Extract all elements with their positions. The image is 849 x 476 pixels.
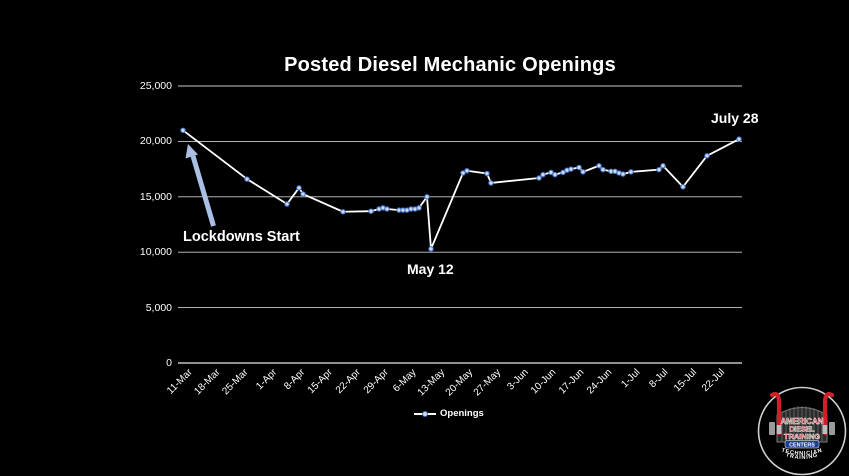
logo-text-training: TRAINING [784,432,820,441]
data-point-marker [180,127,186,134]
y-axis-tick-label: 5,000 [145,301,172,314]
data-point-marker [620,171,626,177]
data-point-marker [484,170,490,177]
annotation-may-12: May 12 [407,261,454,277]
right-headlight-icon [829,422,835,435]
data-point-marker [560,169,566,176]
chart-legend: Openings [414,408,484,419]
lockdowns-arrow-shaft [190,155,216,227]
data-point-marker [576,164,582,171]
data-point-marker [660,163,666,169]
data-point-marker [568,166,574,172]
data-point-marker [424,194,430,200]
y-axis-tick-label: 0 [166,357,172,369]
data-point-marker [244,176,250,182]
data-point-marker [460,170,466,176]
logo-text-diesel: DIESEL [789,427,815,434]
data-point-marker [296,185,302,191]
data-point-marker [704,153,710,159]
logo-arc-technician: TECHNICIAN [781,448,824,457]
logo-text-american: AMERICAN [780,417,823,426]
data-point-marker [656,166,662,173]
lockdowns-arrow-head-icon [185,144,198,159]
data-point-marker [488,180,494,186]
left-exhaust-pipe-icon [769,391,782,436]
y-axis-tick-label: 20,000 [139,135,172,148]
data-point-marker [548,169,554,176]
y-axis-tick-label: 15,000 [139,190,172,203]
right-muffler-icon [822,425,828,434]
data-point-marker [384,206,390,212]
legend-dot-icon [422,410,428,417]
legend-line-marker-icon [414,410,436,417]
data-point-marker [580,169,586,175]
logo-centers-banner [784,440,820,449]
data-point-marker [680,184,686,190]
data-point-marker [596,163,602,169]
logo-text-centers: CENTERS [789,442,815,448]
chart-title: Posted Diesel Mechanic Openings [284,54,616,76]
data-point-marker [428,246,434,252]
data-point-marker [600,166,606,173]
left-headlight-icon [769,422,775,435]
left-muffler-icon [776,425,782,434]
data-point-marker [416,205,422,211]
grille-bars-icon [781,406,823,441]
y-axis-tick-label: 25,000 [139,80,172,92]
data-point-marker [628,169,634,175]
right-exhaust-pipe-icon [822,391,835,436]
adtc-logo: AMERICAN DIESEL TRAINING CENTERS TECHNIC… [757,386,847,476]
data-point-marker [464,168,470,174]
data-point-marker [340,209,346,215]
data-point-marker [368,208,374,214]
data-point-marker [540,171,546,178]
logo-arc-training: TRAINING [785,452,819,461]
data-point-marker [736,136,742,142]
annotation-lockdowns-start: Lockdowns Start [183,229,300,245]
data-point-marker [552,171,558,178]
data-point-marker [536,175,542,181]
annotation-july-28: July 28 [711,110,759,126]
y-axis-tick-label: 10,000 [139,246,172,259]
data-point-marker [284,201,290,207]
data-point-marker [300,191,306,197]
legend-series-label: Openings [440,408,484,419]
